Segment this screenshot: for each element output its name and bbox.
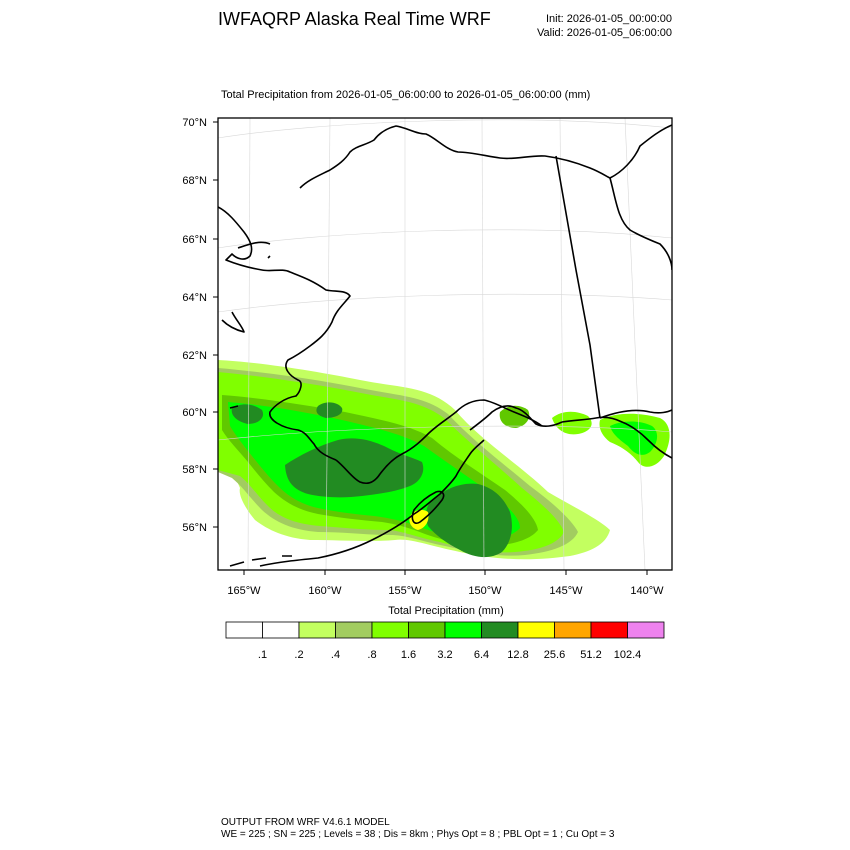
lon-label-145w: 145°W <box>549 585 583 597</box>
graticule <box>218 118 672 570</box>
western-coastline <box>218 206 351 461</box>
yukon-coast <box>609 177 672 271</box>
alaska-peninsula <box>335 399 543 485</box>
colorbar-box <box>444 621 482 639</box>
lat-label-62n: 62°N <box>182 350 207 362</box>
colorbar-box <box>590 621 628 639</box>
precip-dark-green-gulf <box>425 483 512 558</box>
map-frame <box>217 117 673 571</box>
colorbar-level-label: .4 <box>331 649 340 661</box>
colorbar-box <box>554 621 592 639</box>
pribilof-islands <box>229 255 271 409</box>
cook-inlet <box>469 405 563 431</box>
colorbar <box>225 621 665 639</box>
colorbar-title: Total Precipitation (mm) <box>388 605 504 617</box>
colorbar-level-label: 25.6 <box>544 649 565 661</box>
main-title: IWFAQRP Alaska Real Time WRF <box>218 9 491 29</box>
lon-label-140w: 140°W <box>630 585 664 597</box>
model-info-line-1: OUTPUT FROM WRF V4.6.1 MODEL <box>221 817 390 828</box>
valid-time-label: Valid: 2026-01-05_06:00:00 <box>537 27 672 39</box>
lon-label-165w: 165°W <box>227 585 261 597</box>
init-time-label: Init: 2026-01-05_00:00:00 <box>546 13 672 25</box>
model-info-line-2: WE = 225 ; SN = 225 ; Levels = 38 ; Dis … <box>221 829 615 840</box>
colorbar-level-label: .8 <box>367 649 376 661</box>
colorbar-labels: .1 .2 .4 .8 1.6 3.2 6.4 12.8 25.6 51.2 102.4 <box>258 649 641 661</box>
colorbar-level-label: 6.4 <box>474 649 489 661</box>
lat-label-68n: 68°N <box>182 175 207 187</box>
colorbar-box <box>627 621 665 639</box>
colorbar-level-label: .2 <box>294 649 303 661</box>
longitude-axis <box>243 570 648 575</box>
lat-label-70n: 70°N <box>182 117 207 129</box>
colorbar-box <box>298 621 336 639</box>
colorbar-box <box>371 621 409 639</box>
colorbar-box <box>517 621 555 639</box>
lat-label-60n: 60°N <box>182 407 207 419</box>
colorbar-level-label: 3.2 <box>437 649 452 661</box>
plot-title: Total Precipitation from 2026-01-05_06:0… <box>221 89 591 101</box>
colorbar-box <box>408 621 446 639</box>
coastlines <box>218 124 672 567</box>
se-alaska-border <box>599 409 672 419</box>
lat-label-56n: 56°N <box>182 522 207 534</box>
colorbar-level-label: .1 <box>258 649 267 661</box>
colorbar-box <box>225 621 263 639</box>
colorbar-level-label: 51.2 <box>580 649 601 661</box>
colorbar-box <box>335 621 373 639</box>
colorbar-level-label: 102.4 <box>614 649 642 661</box>
canada-border-north <box>555 155 601 419</box>
lon-label-155w: 155°W <box>388 585 422 597</box>
colorbar-level-label: 12.8 <box>507 649 528 661</box>
lon-label-150w: 150°W <box>468 585 502 597</box>
latitude-axis <box>213 121 218 528</box>
lat-label-64n: 64°N <box>182 292 207 304</box>
alaska-peninsula-south <box>259 439 485 567</box>
seward-peninsula <box>221 241 271 333</box>
precip-dark-green-spots <box>231 402 343 424</box>
lat-label-58n: 58°N <box>182 464 207 476</box>
lon-label-160w: 160°W <box>308 585 342 597</box>
colorbar-box <box>481 621 519 639</box>
precip-dark-green-inland <box>285 438 424 498</box>
kodiak-island <box>411 490 445 525</box>
gulf-coast-east <box>561 416 672 459</box>
precip-yellow-spot <box>409 509 429 530</box>
colorbar-box <box>262 621 300 639</box>
map-plot-area <box>218 118 672 570</box>
lat-label-66n: 66°N <box>182 234 207 246</box>
colorbar-level-label: 1.6 <box>401 649 416 661</box>
aleutian-islands <box>229 555 292 567</box>
